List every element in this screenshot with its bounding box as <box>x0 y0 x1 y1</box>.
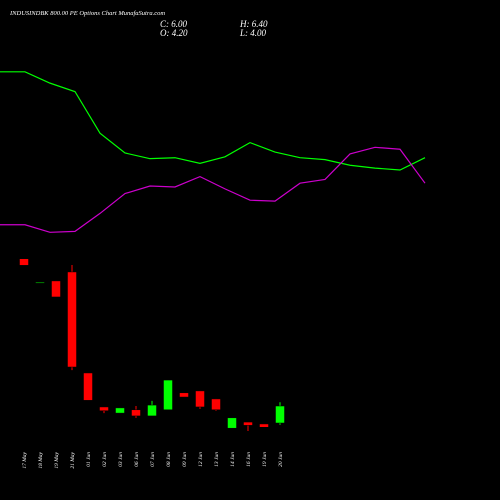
x-tick-label: 07 Jun <box>150 452 156 467</box>
x-tick-label: 01 Jun <box>86 452 92 467</box>
chart-title: INDUSINDBK 800.00 PE Options Chart Munaf… <box>9 10 165 17</box>
close-label: C: 6.00 <box>160 19 188 29</box>
x-tick-label: 03 Jun <box>118 452 124 467</box>
x-tick-label: 14 Jun <box>229 452 236 467</box>
candle-body <box>83 372 93 401</box>
x-tick-label: 17 May <box>22 451 28 468</box>
indicator-line <box>0 146 426 233</box>
high-label: H: 6.40 <box>239 19 268 29</box>
candle-body <box>67 271 77 368</box>
x-tick-label: 21 May <box>70 451 76 468</box>
open-label: O: 4.20 <box>160 28 188 38</box>
candle-body <box>35 282 45 284</box>
candle-body <box>179 392 189 398</box>
indicator-line <box>0 71 426 171</box>
candle-body <box>147 404 157 417</box>
x-tick-label: 06 Jun <box>134 452 140 467</box>
x-tick-label: 20 Jun <box>278 452 284 467</box>
candle-body <box>195 390 205 408</box>
candle-body <box>131 409 141 417</box>
x-tick-label: 08 Jun <box>166 452 172 467</box>
x-tick-label: 19 Jun <box>262 452 268 467</box>
candle-body <box>99 406 109 411</box>
x-tick-label: 18 May <box>38 451 44 468</box>
x-tick-label: 19 May <box>54 451 60 468</box>
candle-body <box>275 405 285 424</box>
candle-body <box>19 258 29 266</box>
candle-body <box>211 398 221 411</box>
x-tick-label: 13 Jun <box>214 452 220 467</box>
candle-body <box>51 280 61 298</box>
candle-body <box>163 379 173 411</box>
candle-body <box>227 417 237 429</box>
candle-body <box>115 407 125 414</box>
low-label: L: 4.00 <box>239 28 267 38</box>
x-tick-label: 09 Jun <box>182 452 188 467</box>
candle-body <box>243 421 253 426</box>
x-tick-label: 12 Jun <box>198 452 204 467</box>
x-tick-label: 16 Jun <box>246 452 252 467</box>
candle-body <box>259 423 269 428</box>
x-tick-label: 02 Jun <box>102 452 108 467</box>
